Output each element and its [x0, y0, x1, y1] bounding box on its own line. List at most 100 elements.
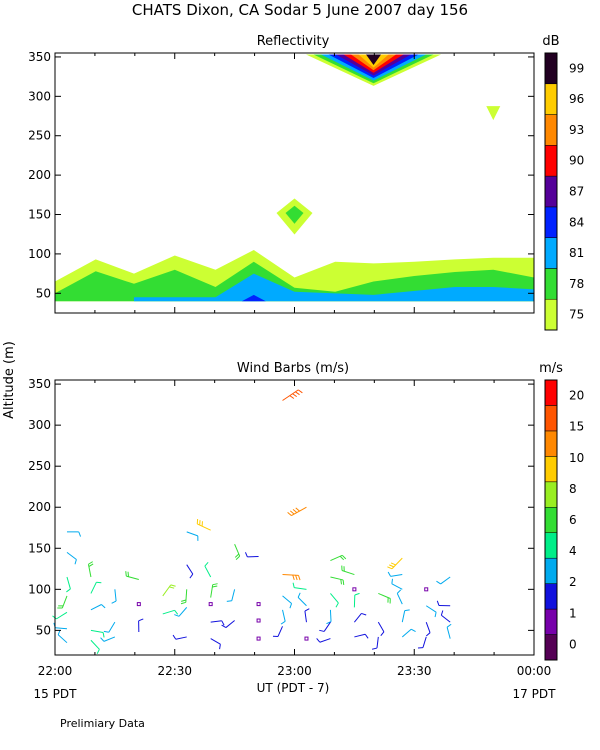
preliminary-note: Prelimiary Data: [60, 717, 145, 730]
wind-barb: [204, 561, 212, 578]
wind-barb: [100, 636, 116, 642]
wind-barb: [53, 622, 68, 630]
colorbar-label: 96: [569, 92, 584, 106]
wind-colorbar: 0 1 2 4 6 8 10 15 20: [544, 379, 584, 661]
colorbar-label: 84: [569, 215, 584, 229]
y-tick-label: 200: [28, 500, 51, 514]
colorbar-swatch: [544, 430, 558, 457]
colorbar-label: 81: [569, 246, 584, 260]
colorbar-label: 10: [569, 451, 584, 465]
colorbar-label: 2: [569, 575, 577, 589]
colorbar-swatch: [544, 507, 558, 533]
reflectivity-feature-1-level-99: [366, 54, 382, 66]
reflectivity-feature-2-level-75: [486, 106, 501, 121]
wind-barb: [210, 620, 225, 626]
colorbar-swatch: [544, 298, 558, 331]
wind-barb: [304, 608, 310, 623]
wind-barb: [387, 571, 403, 577]
colorbar-swatch: [544, 481, 558, 508]
wind-barb: [221, 620, 235, 629]
colorbar-swatch: [544, 145, 558, 177]
wind-panel: Wind Barbs (m/s) 5010015020025030035022:…: [28, 361, 584, 678]
figure-title: CHATS Dixon, CA Sodar 5 June 2007 day 15…: [132, 1, 468, 19]
wind-barb: [244, 552, 259, 558]
wind-barb: [172, 634, 187, 640]
wind-colorbar-unit: m/s: [539, 361, 563, 376]
x-axis-label: UT (PDT - 7): [257, 681, 330, 695]
wind-barb: [378, 592, 391, 604]
wind-barb: [57, 595, 68, 609]
colorbar-frame: [544, 379, 558, 661]
wind-barb: [396, 589, 403, 605]
colorbar-label: 93: [569, 123, 584, 137]
wind-barb: [66, 576, 71, 593]
colorbar-swatch: [544, 583, 558, 610]
wind-barb: [417, 636, 427, 649]
colorbar-label: 4: [569, 544, 577, 558]
wind-barb: [326, 609, 332, 625]
wind-barb: [57, 629, 68, 644]
y-tick-label: 350: [28, 50, 51, 64]
wind-barb: [391, 578, 403, 590]
wind-barb: [272, 626, 283, 637]
y-tick-label: 200: [28, 168, 51, 182]
y-tick-label: 350: [28, 377, 51, 391]
wind-barb: [319, 621, 331, 632]
wind-title: Wind Barbs (m/s): [237, 361, 349, 376]
reflectivity-title: Reflectivity: [257, 34, 330, 49]
wind-barb: [66, 531, 82, 537]
x-tick-label: 23:30: [397, 664, 432, 678]
wind-barb: [66, 551, 77, 565]
colorbar-swatch: [544, 83, 558, 115]
reflectivity-colorbar: 75 78 81 84 87 90 93 96 99: [544, 52, 584, 331]
colorbar-label: 1: [569, 606, 577, 620]
wind-barb: [111, 589, 117, 604]
wind-barb: [387, 557, 403, 570]
colorbar-label: 6: [569, 513, 577, 527]
x-tick-label: 00:00: [517, 664, 552, 678]
wind-barb: [401, 609, 410, 623]
wind-barb: [90, 581, 102, 594]
wind-barb: [138, 618, 144, 633]
colorbar-label: 99: [569, 61, 584, 75]
wind-barb: [436, 600, 451, 607]
colorbar-swatch: [544, 456, 558, 483]
colorbar-label: 90: [569, 154, 584, 168]
wind-barb: [52, 611, 68, 620]
wind-barb: [377, 621, 385, 637]
colorbar-label: 78: [569, 277, 584, 291]
wind-barb: [446, 623, 452, 639]
wind-barb: [353, 592, 360, 608]
wind-barb: [256, 602, 261, 607]
colorbar-label: 8: [569, 482, 577, 496]
wind-barb: [186, 531, 199, 541]
x-tick-label: 22:30: [157, 664, 192, 678]
wind-barb: [280, 609, 286, 625]
colorbar-swatch: [544, 634, 558, 661]
wind-barb: [330, 593, 339, 608]
wind-barb: [256, 636, 261, 641]
wind-barb: [174, 607, 188, 617]
wind-barb: [330, 576, 345, 585]
wind-barb: [162, 584, 176, 597]
reflectivity-axes: 50 100 150 200 250 300 350: [28, 50, 535, 314]
colorbar-swatch: [544, 608, 558, 635]
wind-barb: [425, 605, 437, 618]
wind-barb: [256, 618, 261, 623]
plot-frame: [54, 379, 535, 656]
wind-barb: [162, 609, 179, 615]
wind-barb: [436, 576, 451, 585]
wind-barb: [136, 602, 141, 607]
wind-barb: [282, 389, 303, 401]
reflectivity-plot-area: [55, 54, 534, 302]
wind-barb-plot-area: [52, 389, 452, 654]
wind-barb: [341, 565, 355, 576]
wind-barb: [282, 574, 301, 581]
wind-barb: [226, 589, 236, 602]
reflectivity-colorbar-unit: dB: [542, 34, 559, 49]
wind-barb: [425, 621, 431, 637]
wind-barb: [234, 543, 241, 560]
wind-barb: [103, 621, 116, 633]
